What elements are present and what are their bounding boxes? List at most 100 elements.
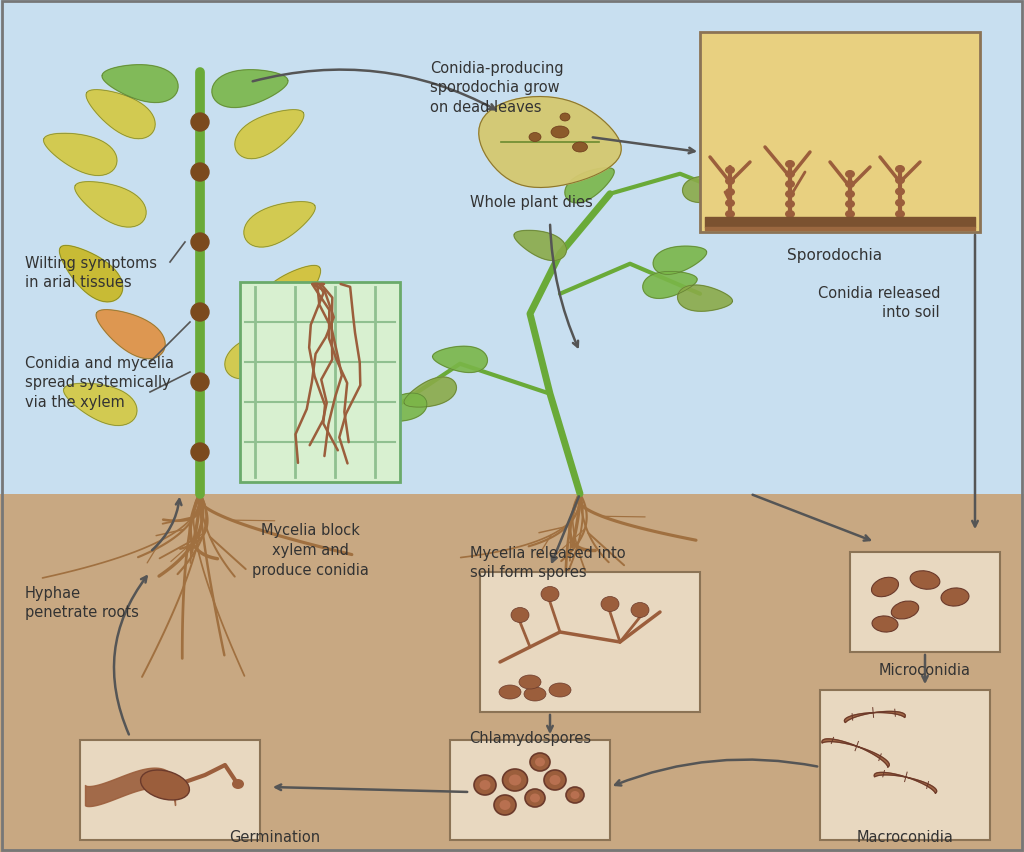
Polygon shape	[432, 347, 487, 373]
Ellipse shape	[725, 189, 735, 197]
Ellipse shape	[509, 774, 521, 786]
Ellipse shape	[725, 178, 735, 186]
Ellipse shape	[601, 596, 618, 612]
Text: Microconidia: Microconidia	[879, 662, 971, 677]
Ellipse shape	[541, 587, 559, 602]
Ellipse shape	[519, 675, 541, 689]
Ellipse shape	[535, 757, 545, 767]
Ellipse shape	[570, 791, 580, 799]
Text: Sporodochia: Sporodochia	[787, 248, 883, 262]
Ellipse shape	[500, 800, 511, 810]
Polygon shape	[404, 377, 457, 407]
Polygon shape	[243, 404, 316, 446]
Polygon shape	[479, 97, 622, 188]
Ellipse shape	[511, 607, 529, 623]
Polygon shape	[514, 231, 566, 262]
Ellipse shape	[895, 177, 905, 185]
Text: Mycelia block
xylem and
produce conidia: Mycelia block xylem and produce conidia	[252, 522, 369, 577]
Polygon shape	[257, 266, 321, 323]
Ellipse shape	[232, 779, 244, 789]
Ellipse shape	[941, 588, 969, 607]
Text: Mycelia released into
soil form spores: Mycelia released into soil form spores	[470, 545, 626, 579]
Ellipse shape	[525, 789, 545, 807]
Bar	[820, 690, 990, 840]
Polygon shape	[212, 71, 288, 108]
Ellipse shape	[549, 683, 571, 697]
Ellipse shape	[785, 170, 795, 179]
Text: Hyphae
penetrate roots: Hyphae penetrate roots	[25, 585, 139, 619]
Circle shape	[191, 114, 209, 132]
Polygon shape	[44, 134, 117, 176]
Ellipse shape	[845, 170, 855, 179]
Ellipse shape	[499, 685, 521, 699]
Ellipse shape	[895, 210, 905, 219]
Ellipse shape	[785, 201, 795, 209]
Polygon shape	[374, 394, 427, 422]
Ellipse shape	[785, 210, 795, 219]
Polygon shape	[244, 203, 315, 248]
Ellipse shape	[524, 688, 546, 701]
Ellipse shape	[725, 167, 735, 175]
Polygon shape	[683, 177, 737, 204]
Ellipse shape	[785, 181, 795, 189]
Ellipse shape	[845, 210, 855, 219]
Polygon shape	[59, 246, 123, 302]
Polygon shape	[822, 739, 889, 767]
Text: Conidia released
into soil: Conidia released into soil	[817, 285, 940, 320]
Bar	[0, 494, 1024, 852]
Bar	[80, 740, 260, 840]
Text: Chlamydospores: Chlamydospores	[469, 730, 591, 746]
Polygon shape	[653, 247, 707, 275]
Ellipse shape	[895, 199, 905, 208]
Bar	[850, 552, 1000, 653]
Ellipse shape	[479, 780, 490, 790]
Ellipse shape	[551, 127, 569, 139]
Bar	[450, 740, 610, 840]
Polygon shape	[678, 285, 732, 312]
Ellipse shape	[871, 578, 898, 597]
Ellipse shape	[895, 166, 905, 174]
Ellipse shape	[530, 753, 550, 771]
Ellipse shape	[725, 210, 735, 219]
Ellipse shape	[494, 795, 516, 815]
Circle shape	[191, 444, 209, 462]
Ellipse shape	[725, 199, 735, 208]
Circle shape	[191, 164, 209, 181]
Ellipse shape	[895, 188, 905, 196]
Ellipse shape	[910, 571, 940, 590]
Ellipse shape	[572, 143, 588, 153]
Text: Conidia-producing
sporodochia grow
on dead leaves: Conidia-producing sporodochia grow on de…	[430, 60, 563, 115]
Ellipse shape	[474, 775, 496, 795]
Ellipse shape	[845, 201, 855, 209]
Text: Wilting symptoms
in arial tissues: Wilting symptoms in arial tissues	[25, 256, 157, 290]
Ellipse shape	[550, 775, 560, 785]
Polygon shape	[234, 111, 304, 159]
Ellipse shape	[544, 770, 566, 790]
Circle shape	[191, 373, 209, 392]
Ellipse shape	[529, 134, 541, 142]
Text: Macroconidia: Macroconidia	[856, 829, 953, 844]
Ellipse shape	[891, 602, 919, 619]
Polygon shape	[874, 773, 937, 793]
Ellipse shape	[503, 769, 527, 791]
FancyBboxPatch shape	[240, 283, 400, 482]
Ellipse shape	[560, 114, 570, 122]
FancyBboxPatch shape	[700, 33, 980, 233]
Ellipse shape	[566, 787, 584, 803]
Polygon shape	[63, 384, 137, 426]
Text: Whole plant dies: Whole plant dies	[470, 195, 593, 210]
Text: Germination: Germination	[229, 829, 321, 844]
Circle shape	[191, 233, 209, 251]
Circle shape	[191, 303, 209, 321]
Polygon shape	[75, 182, 146, 227]
Bar	[480, 573, 700, 712]
Ellipse shape	[785, 191, 795, 199]
Polygon shape	[845, 711, 905, 722]
Text: Conidia and mycelia
spread systemically
via the xylem: Conidia and mycelia spread systemically …	[25, 355, 174, 410]
Ellipse shape	[631, 603, 649, 618]
Polygon shape	[86, 90, 156, 140]
Polygon shape	[225, 331, 294, 379]
Polygon shape	[565, 169, 614, 204]
Ellipse shape	[530, 793, 540, 803]
Polygon shape	[96, 310, 165, 360]
